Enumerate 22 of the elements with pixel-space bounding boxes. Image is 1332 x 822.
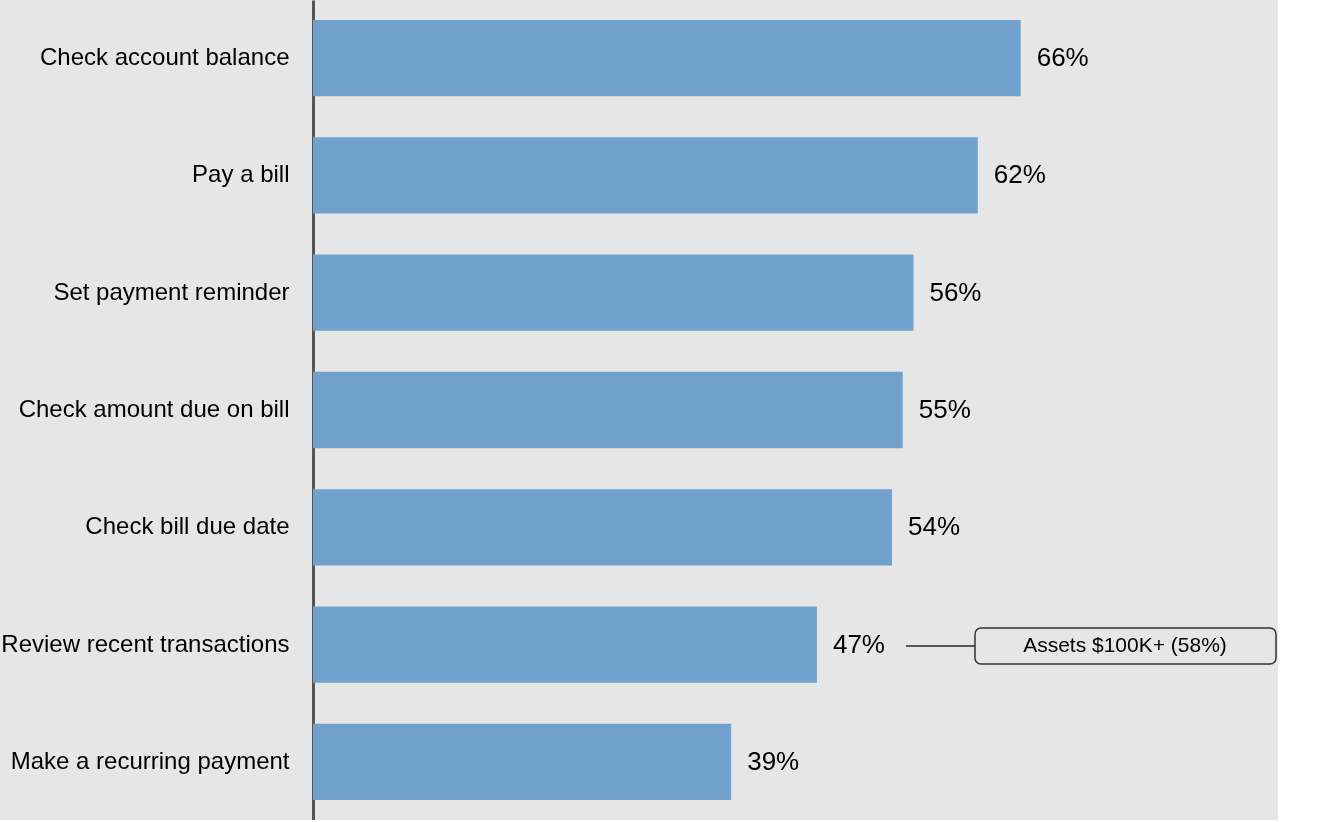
data-label: 62%	[993, 159, 1046, 190]
y-tick-label: Set payment reminder	[53, 277, 290, 305]
bar	[313, 606, 817, 683]
data-label: 56%	[929, 276, 982, 307]
annotation: Assets $100K+ (58%)	[1023, 633, 1227, 656]
data-label: 47%	[832, 628, 885, 659]
bar	[313, 19, 1021, 97]
data-label: 66%	[1036, 42, 1089, 73]
bar	[313, 489, 892, 566]
bar	[313, 137, 978, 214]
y-tick-label: Make a recurring payment	[10, 746, 290, 774]
data-label: 55%	[918, 394, 971, 424]
y-tick-label: Check amount due on bill	[18, 395, 290, 422]
bar	[313, 723, 732, 801]
data-label: 39%	[747, 745, 800, 776]
data-label: 54%	[908, 511, 961, 542]
y-tick-label: Check account balance	[40, 43, 290, 71]
bar	[313, 371, 903, 449]
bar	[313, 254, 914, 331]
y-tick-label: Check bill due date	[85, 512, 290, 540]
y-tick-label: Pay a bill	[192, 160, 290, 188]
y-tick-label: Review recent transactions	[1, 629, 290, 657]
